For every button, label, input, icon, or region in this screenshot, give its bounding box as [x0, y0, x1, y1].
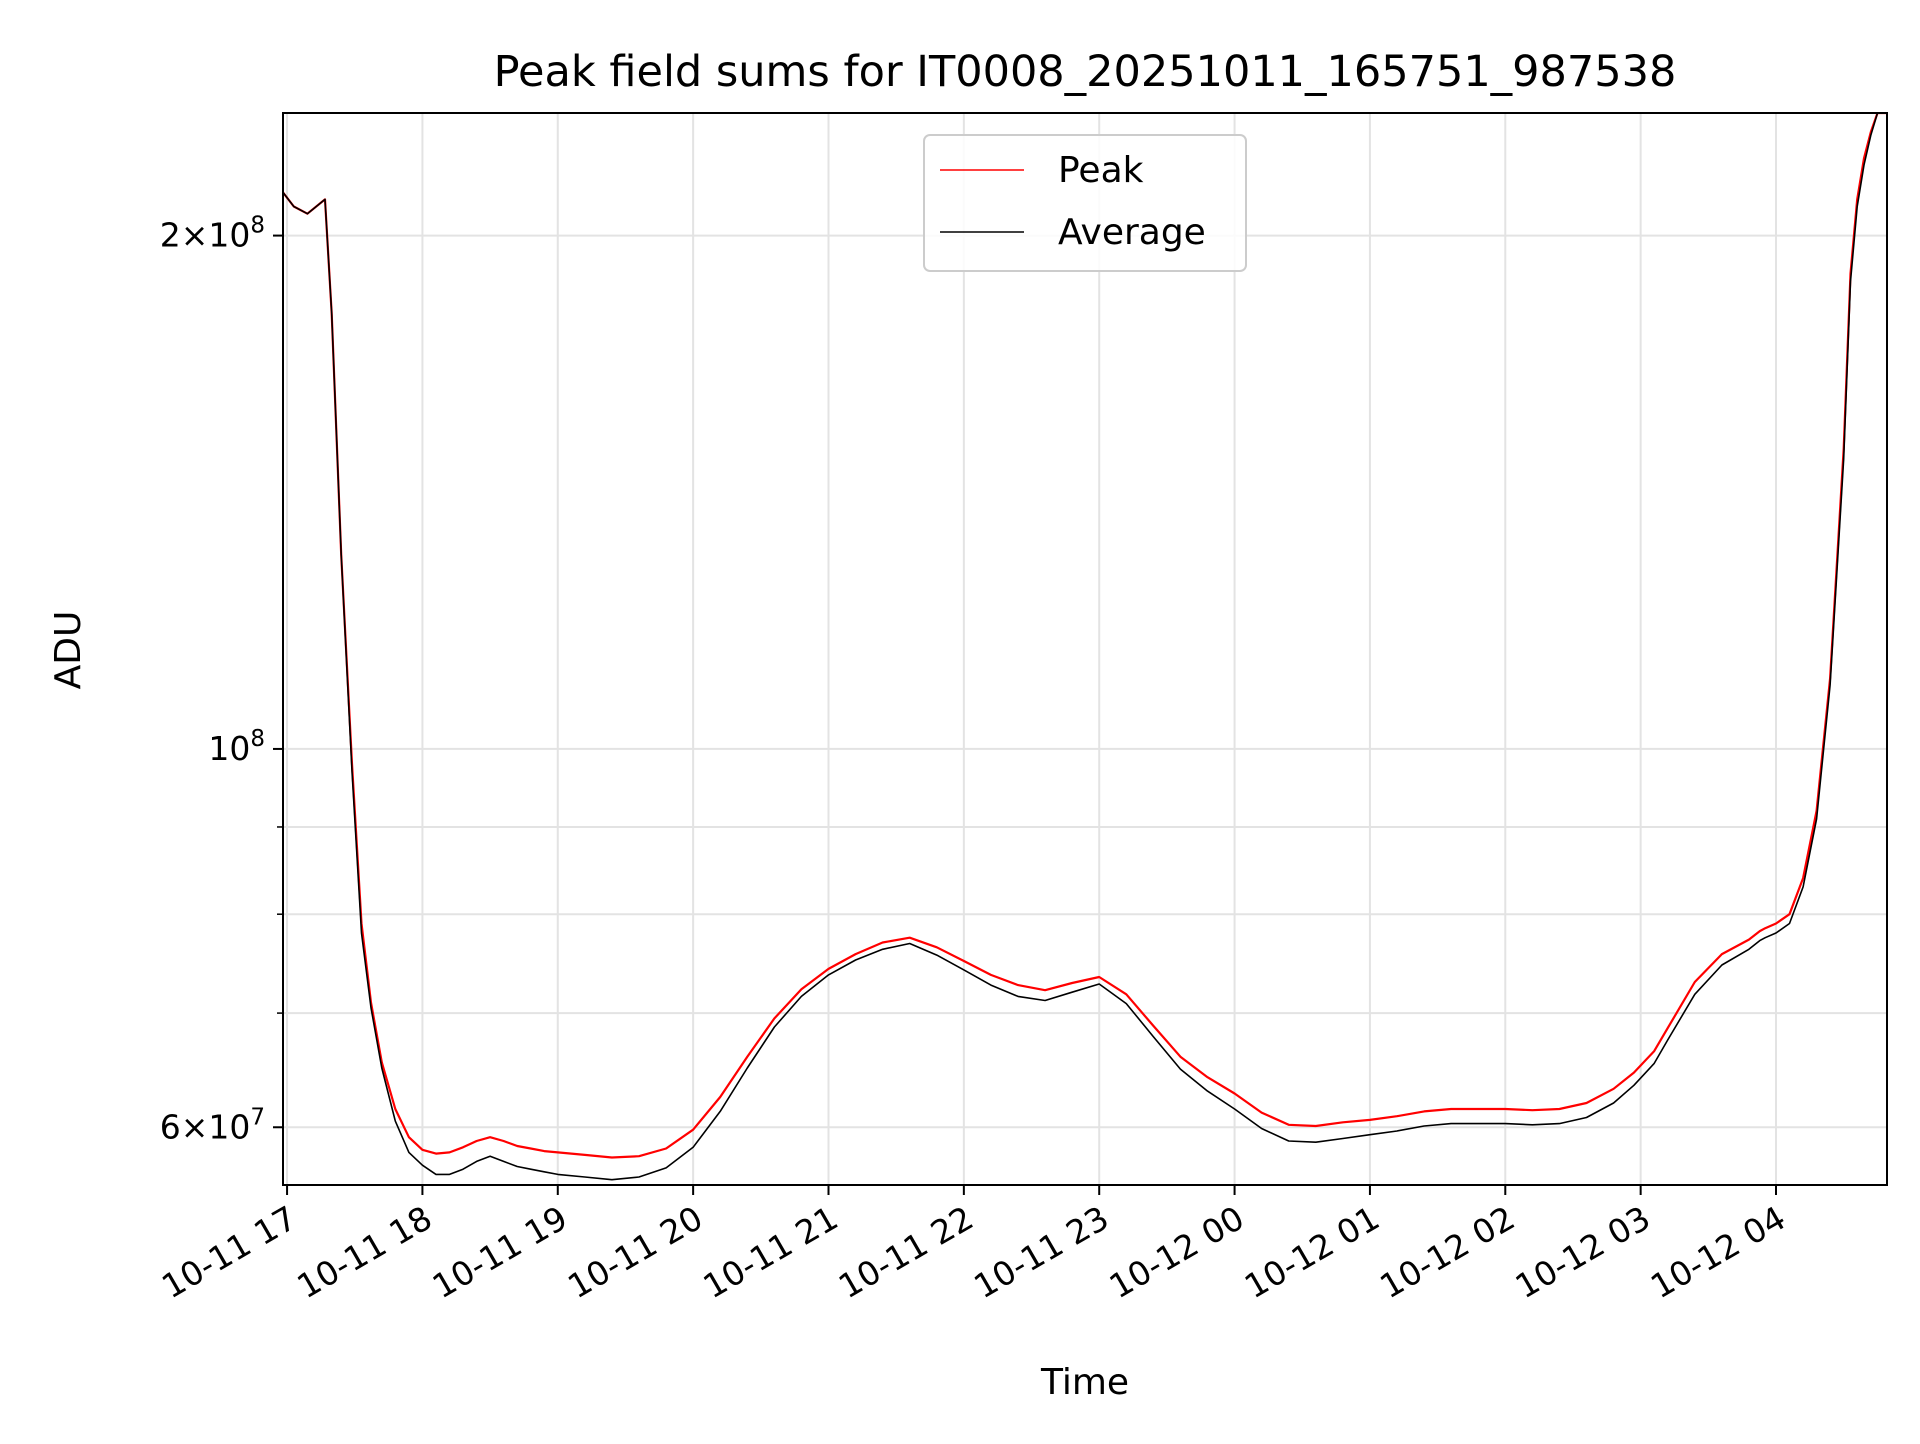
series-line-peak: [283, 113, 1887, 1159]
series-line-average: [283, 113, 1887, 1181]
legend-label-average: Average: [1058, 212, 1206, 253]
series-group: [283, 113, 1887, 1181]
y-axis-label: ADU: [48, 611, 89, 690]
chart-title: Peak field sums for IT0008_20251011_1657…: [494, 47, 1677, 97]
x-axis-label: Time: [1040, 1362, 1129, 1403]
y-tick-label: 108: [208, 726, 265, 768]
y-tick-label: 2×108: [160, 213, 265, 255]
legend-box: [923, 134, 1247, 272]
y-tick-label: 6×107: [160, 1104, 265, 1146]
plot-frame: [282, 112, 1888, 1186]
legend: Peak Average: [923, 134, 1247, 272]
legend-label-peak: Peak: [1058, 150, 1144, 191]
